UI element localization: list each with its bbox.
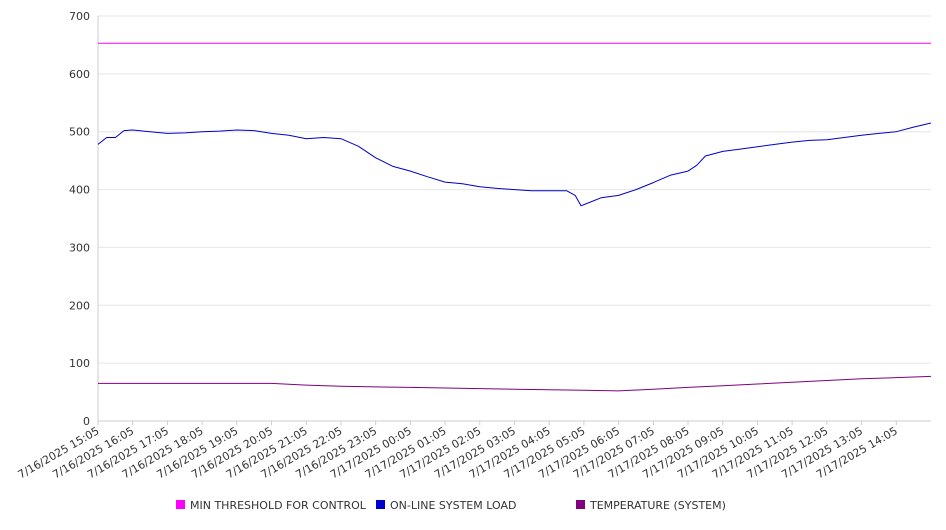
y-tick-label: 600 xyxy=(69,68,90,81)
legend-swatch xyxy=(376,500,385,509)
legend-label: TEMPERATURE (SYSTEM) xyxy=(589,499,726,512)
legend: MIN THRESHOLD FOR CONTROL ON-LINE SYSTEM … xyxy=(176,499,726,512)
grid xyxy=(98,15,931,364)
legend-label: MIN THRESHOLD FOR CONTROL xyxy=(190,499,367,512)
y-tick-label: 700 xyxy=(69,10,90,23)
legend-swatch xyxy=(176,500,185,509)
y-tick-label: 200 xyxy=(69,299,90,312)
y-tick-label: 500 xyxy=(69,126,90,139)
axes xyxy=(97,16,931,422)
series-line-2 xyxy=(97,122,932,207)
y-tick-label: 0 xyxy=(83,415,90,428)
legend-label: ON-LINE SYSTEM LOAD xyxy=(390,499,516,512)
y-axis-ticks: 0 100 200 300 400 500 600 700 xyxy=(69,10,90,428)
y-tick-label: 100 xyxy=(69,357,90,370)
y-tick-label: 400 xyxy=(69,184,90,197)
y-tick-label: 300 xyxy=(69,241,90,254)
series-line-3 xyxy=(98,375,932,392)
legend-swatch xyxy=(576,500,585,509)
x-axis-ticks: 7/16/2025 15:057/16/2025 16:057/16/2025 … xyxy=(16,421,900,481)
series xyxy=(97,42,932,392)
